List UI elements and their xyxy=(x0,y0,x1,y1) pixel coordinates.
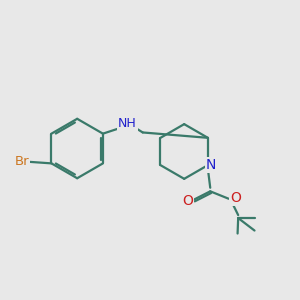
Text: N: N xyxy=(206,158,216,172)
Text: O: O xyxy=(182,194,193,208)
Text: NH: NH xyxy=(118,117,137,130)
Text: O: O xyxy=(230,191,241,205)
Text: Br: Br xyxy=(15,155,29,168)
